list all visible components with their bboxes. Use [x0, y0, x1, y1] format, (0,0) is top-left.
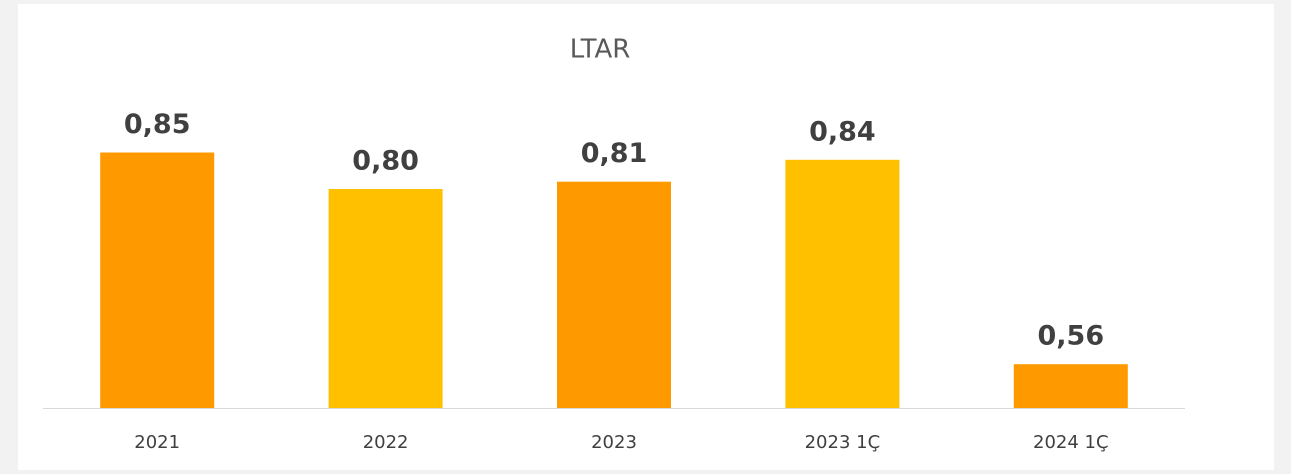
bar — [1013, 364, 1128, 408]
value-label: 0,56 — [1037, 321, 1104, 352]
x-tick-label: 2023 — [591, 432, 637, 453]
x-tick-label: 2021 — [134, 432, 180, 453]
bar — [557, 181, 671, 408]
bar — [785, 159, 900, 408]
value-label: 0,84 — [809, 116, 876, 147]
x-tick-label: 2024 1Ç — [1033, 432, 1109, 453]
value-label: 0,85 — [124, 109, 191, 140]
value-label: 0,80 — [352, 146, 419, 177]
bar — [100, 152, 215, 408]
chart-title: LTAR — [570, 35, 631, 65]
x-tick-label: 2023 1Ç — [805, 432, 881, 453]
bar — [328, 189, 443, 408]
x-tick-label: 2022 — [363, 432, 409, 453]
value-label: 0,81 — [581, 138, 648, 169]
